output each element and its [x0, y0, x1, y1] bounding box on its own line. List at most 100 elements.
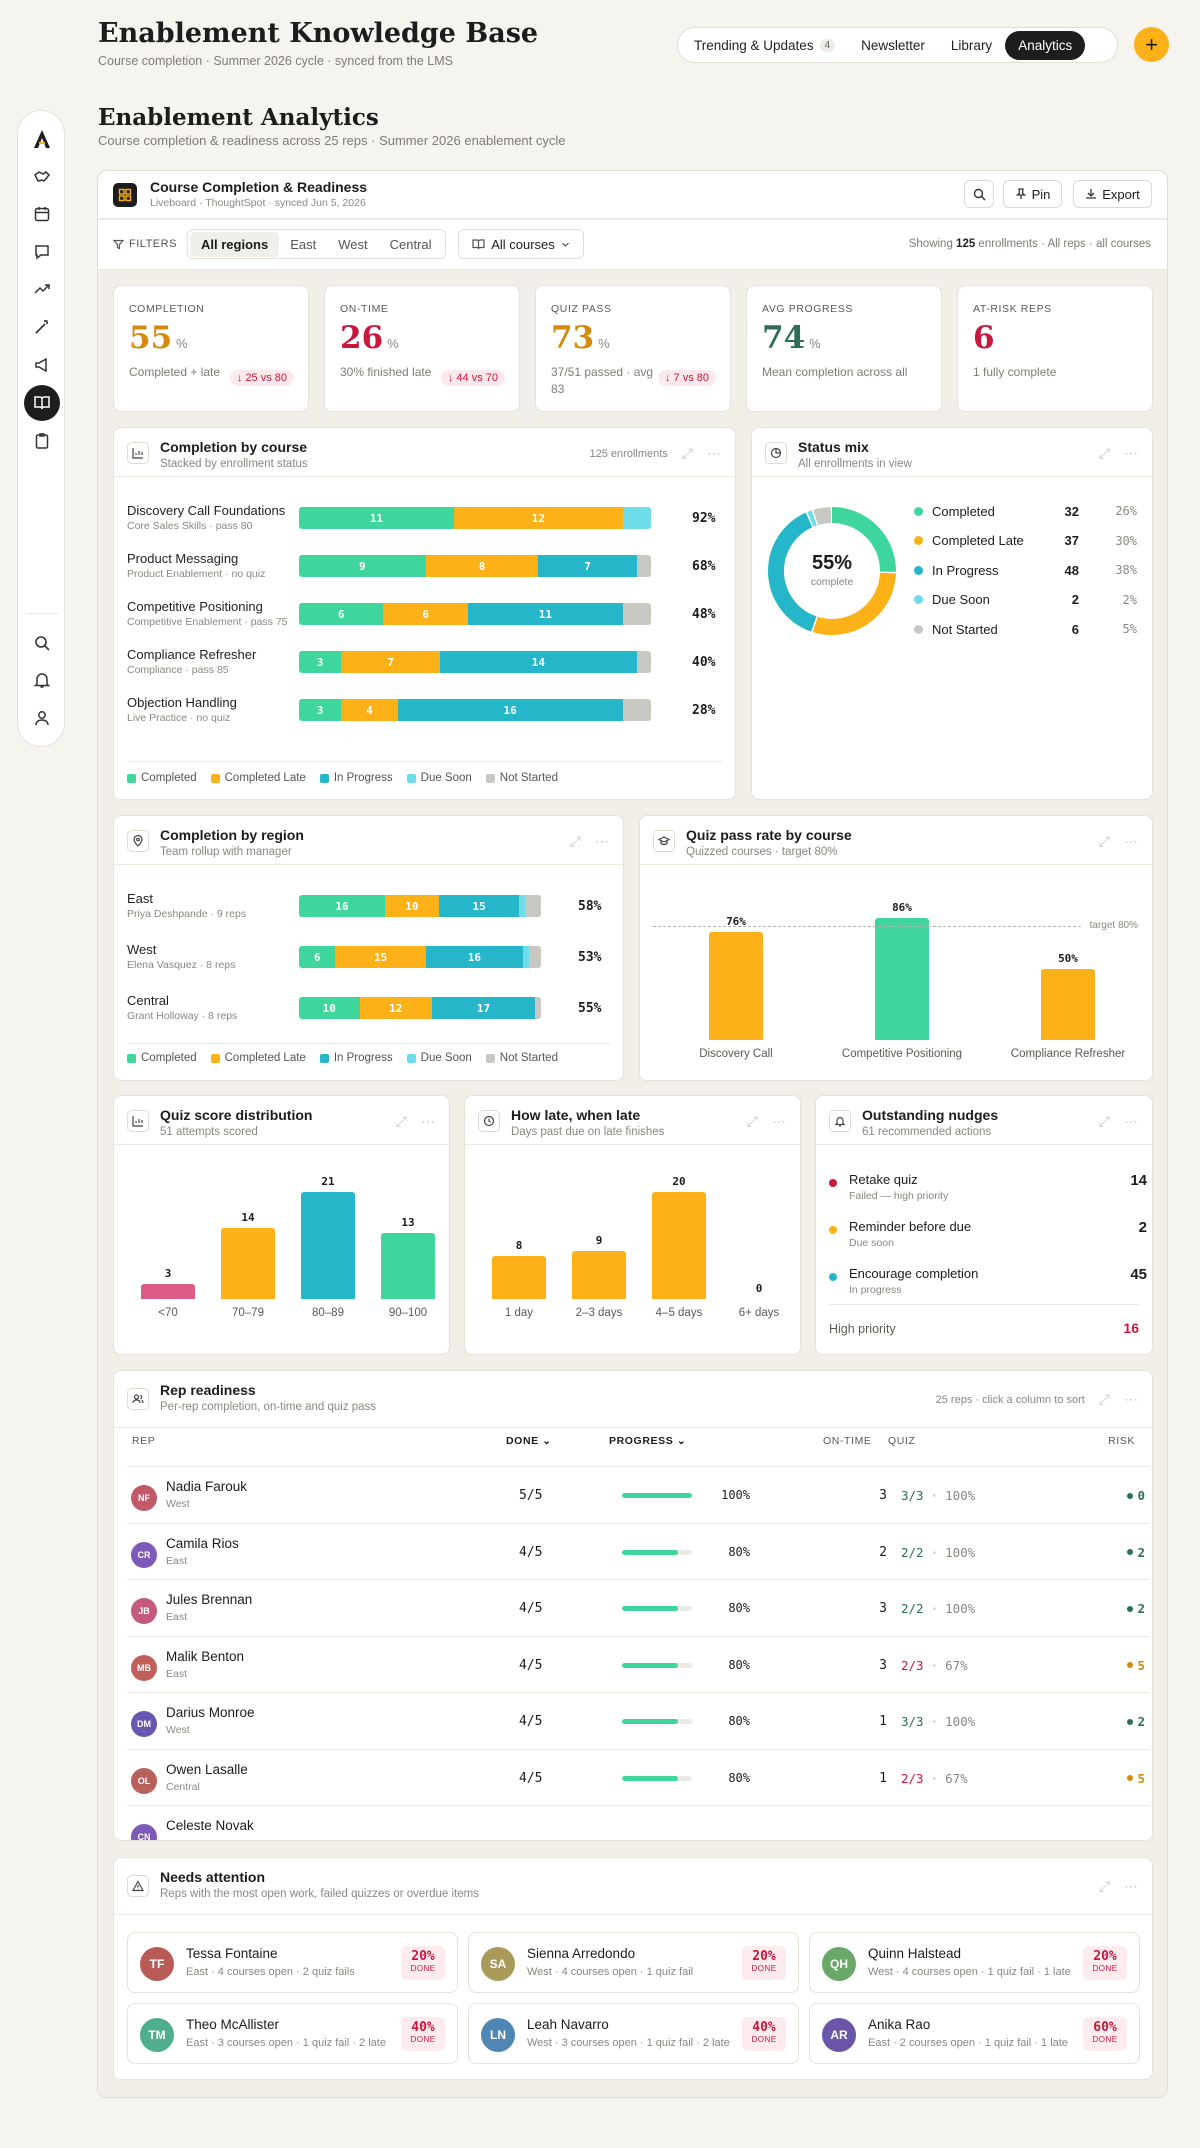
- export-button[interactable]: Export: [1073, 180, 1152, 208]
- rep-ontime: 3: [879, 1601, 887, 1616]
- stacked-row[interactable]: West Elena Vasquez · 8 reps 6 15 16 53%: [127, 942, 612, 982]
- chart-bar[interactable]: [301, 1192, 355, 1299]
- more-icon[interactable]: ⋯: [1124, 445, 1138, 461]
- more-icon[interactable]: ⋯: [707, 445, 721, 461]
- col-ontime[interactable]: ON-TIME: [823, 1435, 872, 1447]
- card-subtitle: 51 attempts scored: [160, 1126, 258, 1138]
- nav-analytics[interactable]: Analytics: [1005, 30, 1086, 60]
- attention-card[interactable]: QH Quinn Halstead West · 4 courses open · …: [809, 1932, 1140, 1993]
- expand-icon[interactable]: ⤢: [1098, 1878, 1110, 1894]
- progress-percent: 80%: [728, 1544, 750, 1559]
- card-header: Needs attention Reps with the most open …: [114, 1858, 1152, 1915]
- nudge-item[interactable]: Reminder before due Due soon 2: [829, 1219, 1147, 1259]
- megaphone-icon[interactable]: [28, 351, 56, 379]
- table-row[interactable]: CR Camila Rios East 4/5 80% 2 2/2 · 100% 2: [127, 1522, 1149, 1580]
- pin-button[interactable]: Pin: [1003, 180, 1062, 208]
- handshake-icon[interactable]: [28, 163, 56, 191]
- col-progress[interactable]: PROGRESS ⌄: [609, 1435, 686, 1447]
- bell-icon[interactable]: [28, 666, 56, 694]
- region-central[interactable]: Central: [389, 236, 432, 252]
- card-actions: ⤢ ⋯: [1099, 1878, 1138, 1895]
- magic-wand-icon[interactable]: [28, 313, 56, 341]
- course-select[interactable]: All courses: [458, 229, 584, 259]
- col-done[interactable]: DONE ⌄: [506, 1435, 552, 1447]
- table-row[interactable]: MB Malik Benton East 4/5 80% 3 2/3 · 67% 5: [127, 1635, 1149, 1693]
- more-icon[interactable]: ⋯: [1124, 1391, 1138, 1407]
- trending-icon[interactable]: [28, 275, 56, 303]
- donut-slice[interactable]: [768, 507, 896, 635]
- expand-icon[interactable]: ⤢: [746, 1113, 758, 1129]
- chart-bar[interactable]: [572, 1250, 626, 1299]
- more-icon[interactable]: ⋯: [421, 1113, 435, 1129]
- book-icon[interactable]: [24, 385, 60, 421]
- nav-newsletter[interactable]: Newsletter: [861, 37, 925, 53]
- stacked-row[interactable]: Competitive Positioning Competitive Enabl…: [127, 599, 724, 639]
- user-icon[interactable]: [28, 704, 56, 732]
- nudge-item[interactable]: Encourage completion In progress 45: [829, 1266, 1147, 1306]
- col-risk[interactable]: RISK: [1108, 1435, 1135, 1447]
- category-label: Compliance Refresher: [1010, 1048, 1126, 1060]
- stacked-bar: 3 4 16: [299, 699, 651, 721]
- chart-bar[interactable]: [492, 1256, 546, 1299]
- quiz-percent: 100%: [945, 1488, 976, 1503]
- quiz-percent: 100%: [945, 1601, 976, 1616]
- stacked-row[interactable]: Objection Handling Live Practice · no qui…: [127, 695, 724, 735]
- stacked-row[interactable]: Discovery Call Foundations Core Sales Ski…: [127, 503, 724, 543]
- region-all[interactable]: All regions: [190, 231, 280, 257]
- clipboard-icon[interactable]: [28, 427, 56, 455]
- more-icon[interactable]: ⋯: [1124, 833, 1138, 849]
- expand-icon[interactable]: ⤢: [1098, 1391, 1110, 1407]
- add-button[interactable]: +: [1134, 27, 1169, 62]
- table-row[interactable]: NF Nadia Farouk West 5/5 100% 3 3/3 · 100% 0: [127, 1466, 1149, 1523]
- chart-bar[interactable]: [652, 1192, 706, 1299]
- chart-bar[interactable]: [709, 932, 763, 1040]
- rep-name: Nadia Farouk: [166, 1479, 248, 1494]
- expand-icon[interactable]: ⤢: [395, 1113, 407, 1129]
- attention-card[interactable]: AR Anika Rao East · 2 courses open · 1 qui…: [809, 2003, 1140, 2064]
- logo-icon[interactable]: [28, 125, 56, 153]
- nav-library[interactable]: Library: [950, 37, 993, 53]
- chart-bar[interactable]: [875, 917, 929, 1040]
- search-icon[interactable]: [28, 629, 56, 657]
- stacked-row[interactable]: Product Messaging Product Enablement · no…: [127, 551, 724, 591]
- col-quiz[interactable]: QUIZ: [888, 1435, 916, 1447]
- region-west[interactable]: West: [338, 236, 368, 252]
- attention-card[interactable]: SA Sienna Arredondo West · 4 courses open …: [468, 1932, 799, 1993]
- expand-icon[interactable]: ⤢: [681, 445, 693, 461]
- donut-slice[interactable]: [768, 507, 896, 635]
- col-rep[interactable]: REP: [132, 1435, 156, 1447]
- chart-bar[interactable]: [381, 1232, 435, 1299]
- stacked-row[interactable]: Central Grant Holloway · 8 reps 10 12 17 55%: [127, 993, 612, 1033]
- region-east[interactable]: East: [290, 236, 317, 252]
- attention-card[interactable]: TM Theo McAllister East · 3 courses open ·…: [127, 2003, 458, 2064]
- chart-bar[interactable]: [141, 1283, 195, 1299]
- nudge-divider: [829, 1304, 1139, 1305]
- more-icon[interactable]: ⋯: [1124, 1878, 1138, 1894]
- nudge-item[interactable]: Retake quiz Failed — high priority 14: [829, 1172, 1147, 1212]
- more-icon[interactable]: ⋯: [772, 1113, 786, 1129]
- chat-icon[interactable]: [28, 238, 56, 266]
- attention-card[interactable]: LN Leah Navarro West · 3 courses open · 1 …: [468, 2003, 799, 2064]
- nav-trending[interactable]: Trending & Updates 4: [681, 31, 848, 60]
- expand-icon[interactable]: ⤢: [1098, 445, 1110, 461]
- stacked-row[interactable]: Compliance Refresher Compliance · pass 85…: [127, 647, 724, 687]
- category-label: 1 day: [504, 1307, 534, 1319]
- category-label: 4–5 days: [655, 1307, 703, 1319]
- expand-icon[interactable]: ⤢: [1098, 1113, 1110, 1129]
- table-row[interactable]: JB Jules Brennan East 4/5 80% 3 2/2 · 100% 2: [127, 1579, 1149, 1636]
- top-nav: Trending & Updates 4 Newsletter Library A…: [677, 27, 1118, 63]
- chart-bar[interactable]: [221, 1227, 275, 1299]
- donut-slice[interactable]: [768, 507, 896, 635]
- attention-card[interactable]: TF Tessa Fontaine East · 4 courses open · …: [127, 1932, 458, 1993]
- liveboard-search-button[interactable]: [964, 180, 994, 208]
- expand-icon[interactable]: ⤢: [1098, 833, 1110, 849]
- table-row[interactable]: OL Owen Lasalle Central 4/5 80% 1 2/3 · 67% 5: [127, 1748, 1149, 1806]
- expand-icon[interactable]: ⤢: [569, 833, 581, 849]
- chart-bar[interactable]: [1041, 969, 1095, 1040]
- calendar-icon[interactable]: [28, 200, 56, 228]
- stacked-row[interactable]: East Priya Deshpande · 9 reps 16 10 15 58%: [127, 891, 612, 931]
- table-row[interactable]: DM Darius Monroe West 4/5 80% 1 3/3 · 100% 2: [127, 1692, 1149, 1749]
- table-row[interactable]: CN Celeste Novak: [127, 1805, 1149, 1840]
- more-icon[interactable]: ⋯: [1124, 1113, 1138, 1129]
- more-icon[interactable]: ⋯: [595, 833, 609, 849]
